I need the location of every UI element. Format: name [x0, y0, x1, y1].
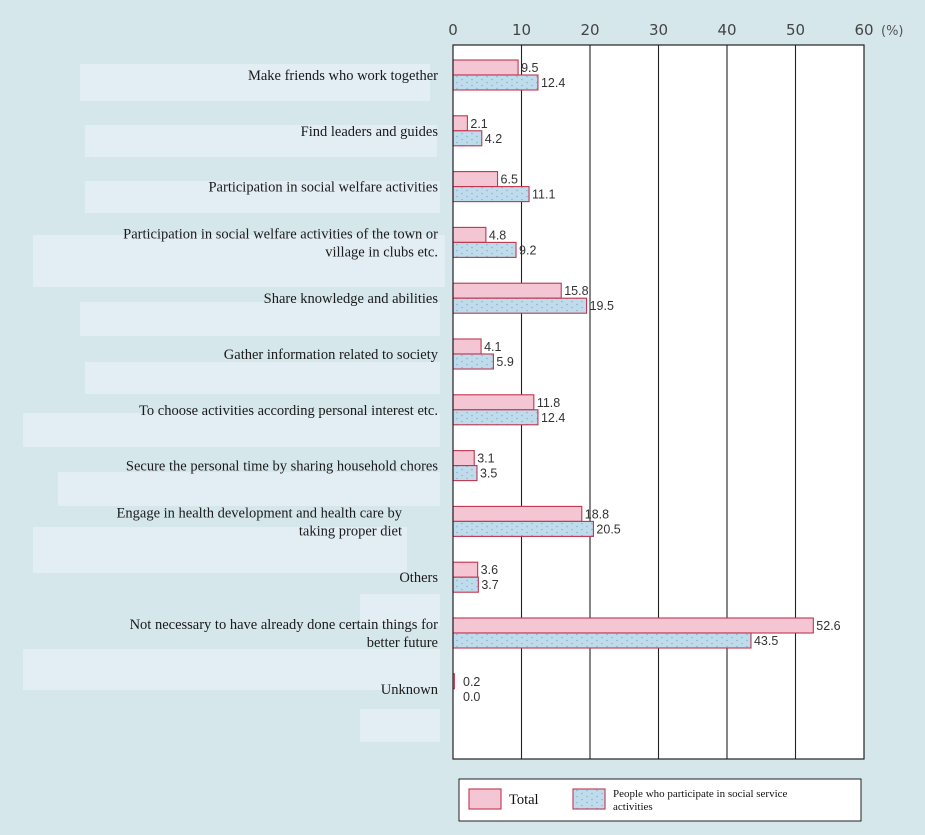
data-label: 0.2 — [463, 675, 480, 689]
x-tick-label: 60 — [854, 21, 873, 39]
legend-box — [458, 778, 862, 822]
bar-total — [452, 561, 479, 578]
legend-swatch-participants — [572, 788, 606, 810]
data-label: 5.9 — [496, 355, 513, 369]
bar-total — [452, 226, 487, 243]
legend-label-participants: People who participate in social service… — [613, 788, 788, 813]
bar-participants — [452, 576, 479, 593]
x-tick-label: 30 — [649, 21, 668, 39]
category-label-background — [80, 64, 430, 101]
plot-border — [452, 44, 865, 760]
bar-total — [452, 338, 482, 355]
bar-participants — [452, 241, 517, 258]
data-label: 18.8 — [585, 507, 609, 521]
data-label: 4.2 — [485, 132, 502, 146]
bar-total — [452, 505, 583, 522]
category-label-background — [23, 649, 440, 690]
category-label: Participation in social welfare activiti… — [208, 180, 438, 196]
category-label: Secure the personal time by sharing hous… — [126, 459, 438, 475]
x-tick-label: 20 — [580, 21, 599, 39]
bar-total — [452, 171, 499, 188]
bar-participants — [452, 74, 539, 91]
data-label: 15.8 — [564, 284, 588, 298]
bar-participants — [452, 409, 539, 426]
category-label-background — [58, 472, 440, 506]
bar-participants — [452, 520, 594, 537]
category-label: Unknown — [381, 682, 439, 698]
category-label-background — [360, 709, 440, 742]
data-label: 3.7 — [481, 578, 498, 592]
x-tick-label: 50 — [786, 21, 805, 39]
bar-total — [452, 282, 562, 299]
category-label: Find leaders and guides — [301, 124, 439, 140]
category-label-background — [85, 362, 440, 394]
data-label: 0.0 — [463, 690, 480, 704]
data-label: 12.4 — [541, 411, 565, 425]
x-unit-label: (%) — [881, 24, 904, 39]
data-label: 3.1 — [477, 452, 494, 466]
category-label: Gather information related to society — [224, 347, 439, 363]
data-label: 43.5 — [754, 634, 778, 648]
category-label: Engage in health development and health … — [117, 505, 403, 539]
data-label: 2.1 — [470, 117, 487, 131]
x-tick-label: 0 — [448, 21, 458, 39]
bar-total — [452, 617, 814, 634]
category-label-background — [33, 235, 445, 287]
bar-participants — [452, 297, 588, 314]
x-tick-label: 10 — [512, 21, 531, 39]
data-label: 4.8 — [489, 228, 506, 242]
category-label-background — [33, 527, 407, 573]
data-label: 52.6 — [816, 619, 840, 633]
bar-total — [452, 59, 519, 76]
data-label: 9.2 — [519, 243, 536, 257]
category-label-background — [85, 181, 440, 213]
data-label: 11.8 — [537, 396, 560, 410]
category-label: To choose activities according personal … — [139, 403, 438, 419]
bars: 9.512.42.14.26.511.14.89.215.819.54.15.9… — [452, 59, 841, 704]
data-label: 9.5 — [521, 61, 538, 75]
data-label: 4.1 — [484, 340, 501, 354]
data-label: 11.1 — [532, 188, 555, 202]
legend-swatch-total — [468, 788, 502, 810]
bar-participants — [452, 186, 530, 203]
bar-participants — [452, 632, 752, 649]
x-axis-ticks: 0 10 20 30 40 50 60 (%) — [448, 21, 903, 39]
category-label-background — [360, 594, 440, 626]
category-label-background — [80, 302, 440, 336]
category-label: Make friends who work together — [248, 68, 438, 84]
label-backgrounds — [23, 64, 445, 742]
data-label: 3.6 — [481, 563, 498, 577]
data-label: 6.5 — [501, 173, 518, 187]
category-label: Not necessary to have already done certa… — [130, 617, 439, 651]
data-label: 20.5 — [596, 522, 620, 536]
bar-participants — [452, 130, 483, 147]
data-label: 12.4 — [541, 76, 565, 90]
legend-label-total: Total — [509, 792, 539, 808]
bar-total — [452, 450, 475, 467]
bar-total — [452, 394, 535, 411]
category-label-background — [85, 125, 437, 157]
x-tick-label: 40 — [717, 21, 736, 39]
category-label: Share knowledge and abilities — [264, 291, 439, 307]
bar-participants — [452, 353, 494, 370]
legend: Total People who participate in social se… — [458, 778, 862, 822]
bar-participants — [452, 465, 478, 482]
bar-total — [452, 115, 468, 132]
data-label: 3.5 — [480, 467, 497, 481]
category-label: Participation in social welfare activiti… — [123, 226, 438, 260]
category-labels: Make friends who work together Find leade… — [117, 68, 439, 698]
category-label: Others — [399, 570, 438, 586]
data-label: 19.5 — [590, 299, 614, 313]
category-label-background — [23, 413, 440, 447]
